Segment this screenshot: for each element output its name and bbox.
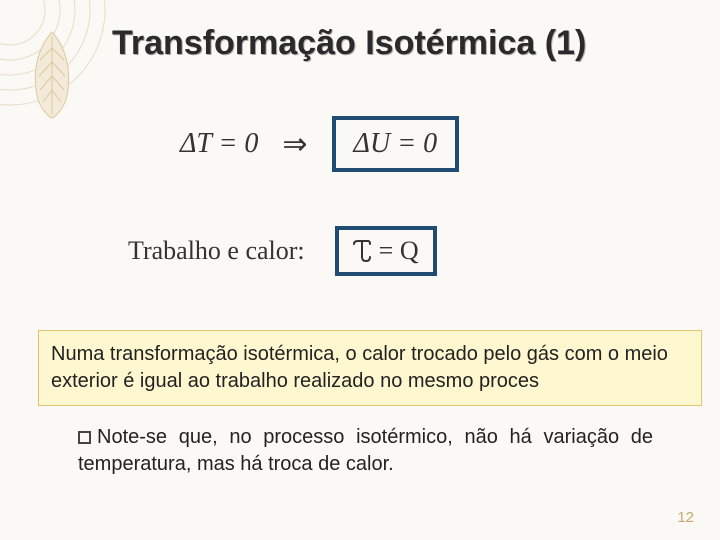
work-heat-label: Trabalho e calor: [128, 236, 305, 266]
eq-delta-t: ΔT = 0 [180, 128, 258, 160]
note-text: Note-se que, no processo isotérmico, não… [78, 426, 653, 475]
eq-delta-u-box: ΔU = 0 [332, 116, 460, 172]
tau-icon [353, 239, 371, 263]
leaf-icon [28, 30, 76, 120]
page-number: 12 [677, 509, 694, 526]
implies-arrow: ⇒ [282, 127, 307, 162]
note-paragraph: Note-se que, no processo isotérmico, não… [78, 424, 653, 478]
eq-q-text: = Q [379, 236, 419, 266]
work-equals-q-box: = Q [335, 226, 437, 276]
equation-row-1: ΔT = 0 ⇒ ΔU = 0 [180, 116, 459, 172]
equation-row-2: Trabalho e calor: = Q [128, 226, 437, 276]
decorative-circles [0, 0, 140, 140]
slide-title: Transformação Isotérmica (1) [112, 24, 586, 63]
bullet-square-icon [78, 431, 91, 444]
highlight-callout: Numa transformação isotérmica, o calor t… [38, 330, 702, 406]
